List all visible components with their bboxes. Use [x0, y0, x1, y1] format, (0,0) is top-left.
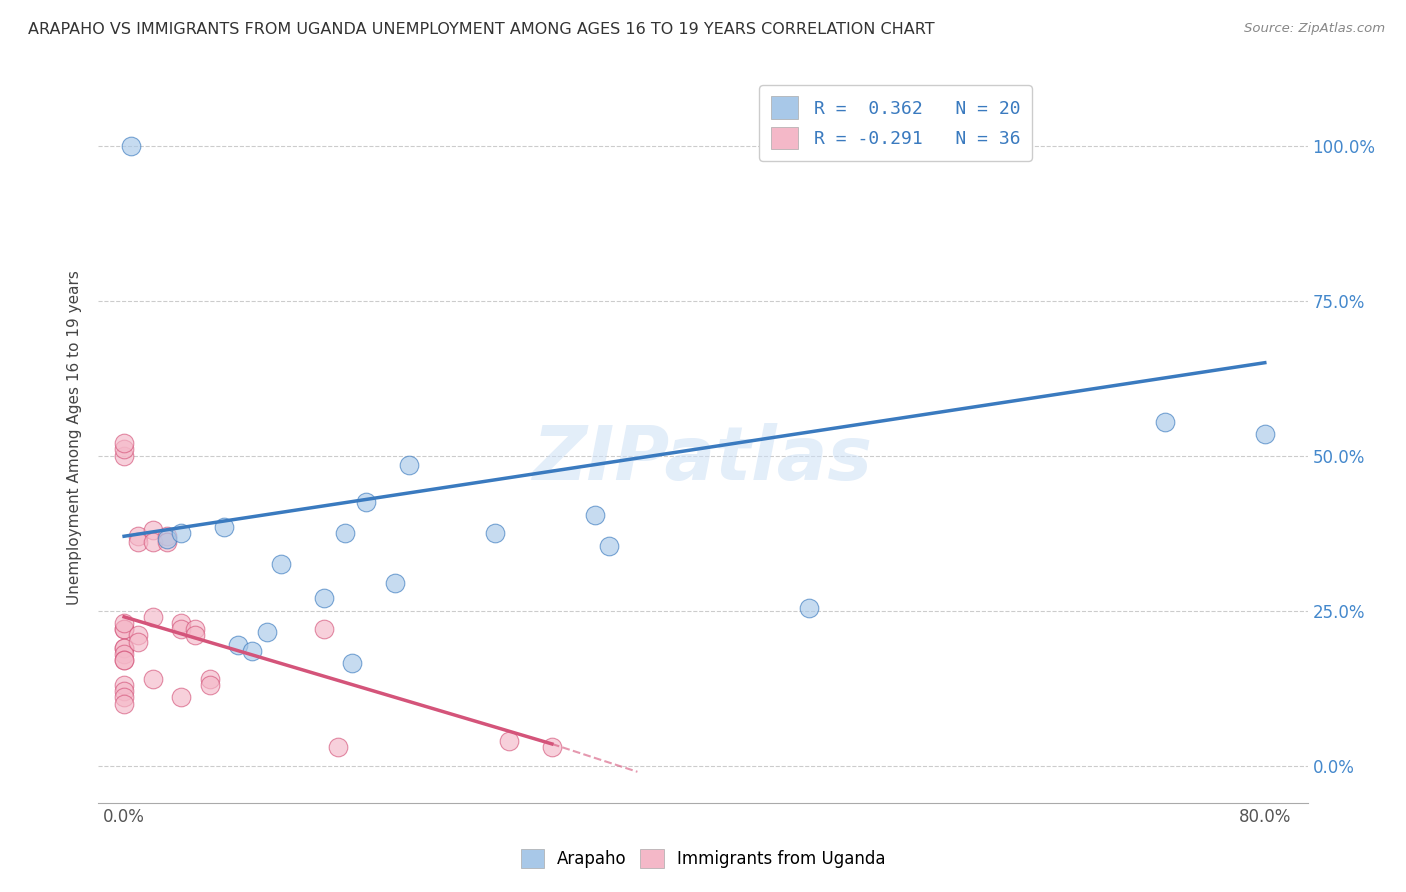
Point: [112, 622, 135, 636]
Point: [112, 640, 135, 655]
Point: [198, 672, 221, 686]
Point: [156, 535, 179, 549]
Point: [156, 533, 179, 547]
Point: [583, 508, 606, 522]
Point: [112, 622, 135, 636]
Text: Source: ZipAtlas.com: Source: ZipAtlas.com: [1244, 22, 1385, 36]
Point: [598, 539, 620, 553]
Point: [112, 640, 135, 655]
Point: [170, 690, 193, 705]
Point: [127, 634, 149, 648]
Point: [484, 526, 506, 541]
Point: [112, 647, 135, 661]
Legend: R =  0.362   N = 20, R = -0.291   N = 36: R = 0.362 N = 20, R = -0.291 N = 36: [759, 85, 1032, 161]
Point: [356, 495, 378, 509]
Text: ARAPAHO VS IMMIGRANTS FROM UGANDA UNEMPLOYMENT AMONG AGES 16 TO 19 YEARS CORRELA: ARAPAHO VS IMMIGRANTS FROM UGANDA UNEMPL…: [28, 22, 935, 37]
Point: [170, 526, 193, 541]
Point: [170, 622, 193, 636]
Point: [1154, 415, 1177, 429]
Point: [112, 697, 135, 711]
Point: [184, 622, 207, 636]
Point: [384, 575, 406, 590]
Point: [112, 690, 135, 705]
Point: [112, 653, 135, 667]
Text: ZIPatlas: ZIPatlas: [533, 423, 873, 496]
Legend: Arapaho, Immigrants from Uganda: Arapaho, Immigrants from Uganda: [515, 842, 891, 875]
Point: [156, 529, 179, 543]
Point: [1254, 427, 1277, 442]
Point: [333, 526, 356, 541]
Point: [112, 615, 135, 630]
Point: [342, 657, 364, 671]
Point: [112, 449, 135, 463]
Point: [226, 638, 249, 652]
Point: [142, 610, 165, 624]
Point: [112, 678, 135, 692]
Point: [198, 678, 221, 692]
Point: [127, 628, 149, 642]
Point: [112, 436, 135, 450]
Point: [212, 520, 235, 534]
Point: [112, 684, 135, 698]
Point: [256, 625, 278, 640]
Point: [112, 653, 135, 667]
Point: [326, 739, 349, 754]
Point: [540, 739, 562, 754]
Point: [142, 535, 165, 549]
Y-axis label: Unemployment Among Ages 16 to 19 years: Unemployment Among Ages 16 to 19 years: [67, 269, 83, 605]
Point: [398, 458, 420, 472]
Point: [312, 591, 335, 606]
Point: [498, 734, 520, 748]
Point: [242, 644, 264, 658]
Point: [127, 529, 149, 543]
Point: [184, 628, 207, 642]
Point: [312, 622, 335, 636]
Point: [112, 442, 135, 457]
Point: [142, 672, 165, 686]
Point: [120, 138, 142, 153]
Point: [797, 600, 820, 615]
Point: [127, 535, 149, 549]
Point: [270, 557, 292, 571]
Point: [142, 523, 165, 537]
Point: [170, 615, 193, 630]
